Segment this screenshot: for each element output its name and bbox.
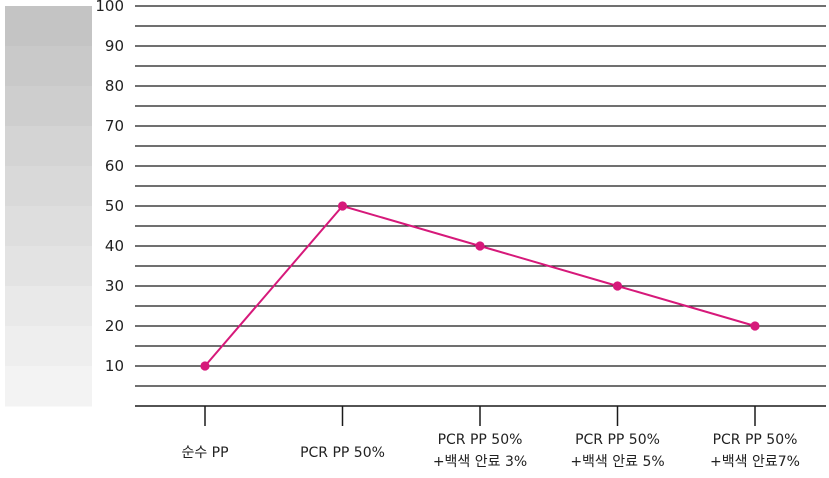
x-tick-label: PCR PP 50% +백색 안료 3%: [433, 432, 527, 470]
y-tick-label: 90: [105, 37, 124, 55]
scale-band: [5, 46, 92, 87]
scale-band: [5, 326, 92, 367]
data-point: [200, 361, 210, 371]
y-tick-label: 60: [105, 157, 124, 175]
y-tick-label: 20: [105, 317, 124, 335]
scale-band: [5, 166, 92, 207]
scale-band: [5, 286, 92, 327]
y-tick-label: 40: [105, 237, 124, 255]
y-tick-label: 100: [95, 0, 124, 15]
scale-band: [5, 126, 92, 167]
y-tick-label: 10: [105, 357, 124, 375]
gridlines: [135, 5, 826, 407]
scale-band: [5, 206, 92, 247]
y-tick-label: 30: [105, 277, 124, 295]
series-line: [200, 201, 760, 371]
data-point: [475, 241, 485, 251]
scale-band: [5, 246, 92, 287]
y-axis-ticks: 10 20 30 40 50 60 70 80 90 100: [95, 0, 124, 375]
y-tick-label: 50: [105, 197, 124, 215]
gray-scale-bar: [5, 6, 92, 407]
y-tick-label: 80: [105, 77, 124, 95]
data-point: [612, 281, 623, 291]
scale-band: [5, 6, 92, 47]
data-point: [750, 321, 760, 331]
y-tick-label: 70: [105, 117, 124, 135]
x-tick-label: PCR PP 50%: [300, 445, 385, 461]
scale-band: [5, 86, 92, 127]
x-axis: 순수 PP PCR PP 50% PCR PP 50% +백색 안료 3% PCR PP…: [181, 406, 800, 470]
x-tick-label: 순수 PP: [181, 445, 228, 461]
data-point: [337, 201, 348, 211]
scale-band: [5, 366, 92, 407]
x-tick-label: PCR PP 50% +백색 안료 5%: [570, 432, 664, 470]
x-tick-label: PCR PP 50% +백색 안료7%: [710, 432, 800, 470]
